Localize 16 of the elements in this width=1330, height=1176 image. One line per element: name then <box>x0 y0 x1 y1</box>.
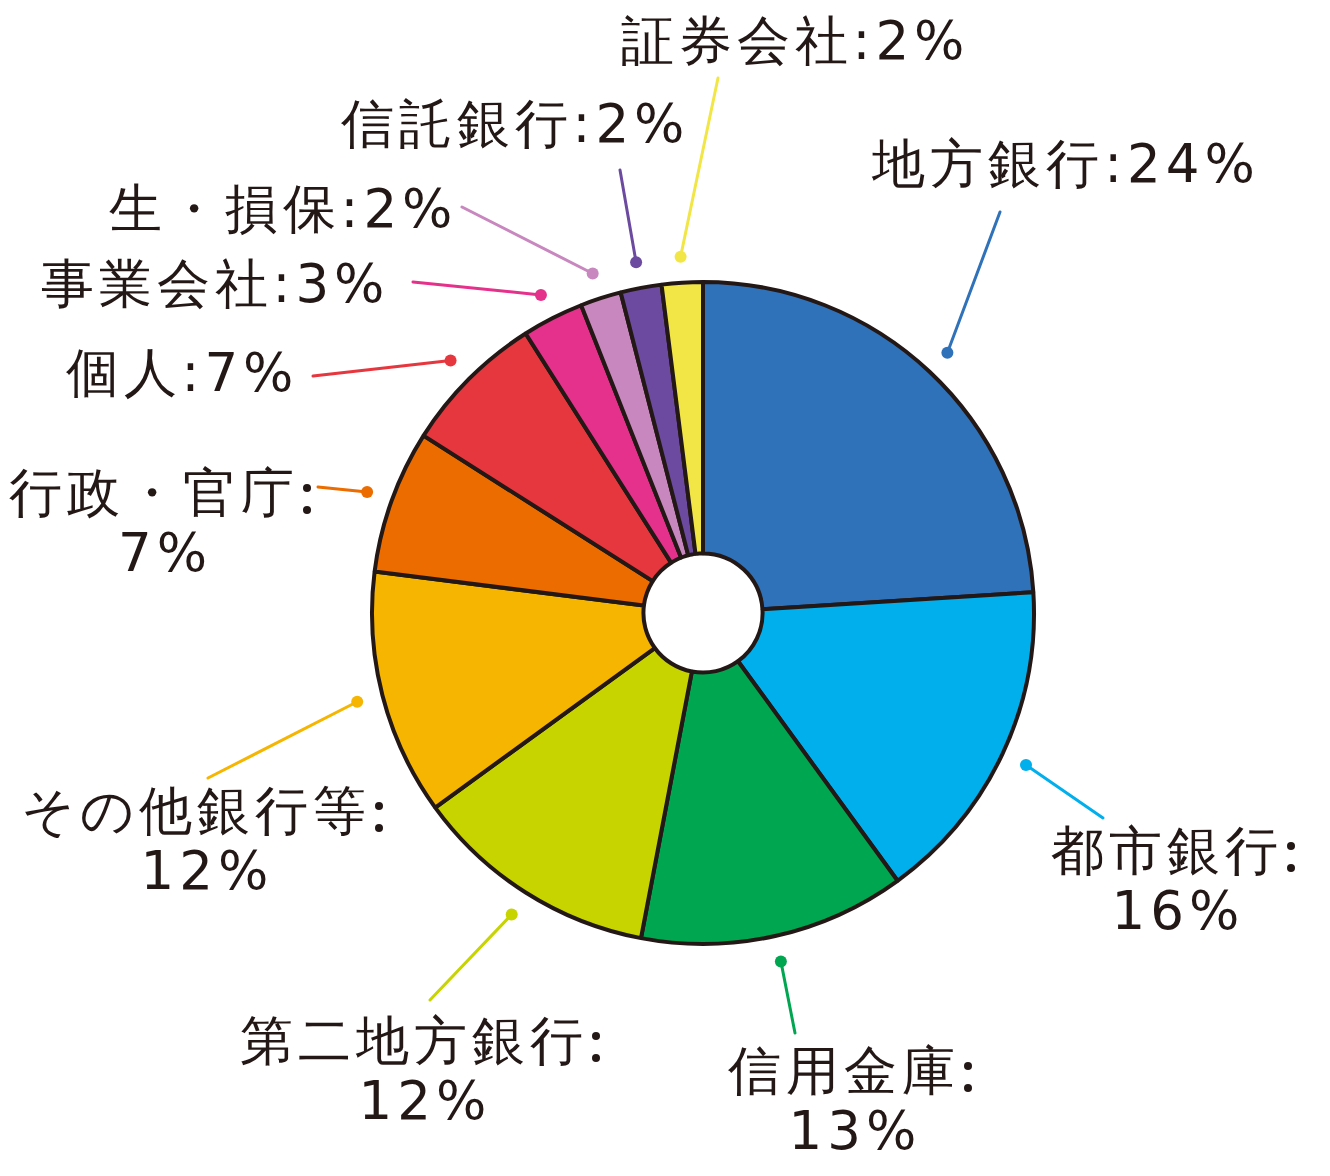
slice-label: 個人:7% <box>65 341 299 403</box>
data-label: 7% <box>117 521 213 583</box>
slice-label: 第二地方銀行 <box>240 1009 588 1071</box>
slice-label: 生・損保:2% <box>108 177 458 239</box>
slice-label: 証券会社:2% <box>620 9 970 71</box>
slice-label: 信託銀行:2% <box>340 92 690 154</box>
data-label: 16% <box>1111 879 1245 941</box>
slice-label: 信用金庫 <box>728 1039 960 1101</box>
slice-label: 地方銀行:24% <box>871 132 1260 194</box>
slice-label: その他銀行等 <box>21 779 371 841</box>
slice-label: 事業会社:3% <box>40 252 390 314</box>
data-label: 12% <box>140 839 274 901</box>
data-label: 13% <box>788 1099 922 1161</box>
slice-label: 都市銀行 <box>1051 819 1283 881</box>
slice-label: 行政・官庁 <box>9 461 299 523</box>
data-label: 12% <box>358 1069 492 1131</box>
